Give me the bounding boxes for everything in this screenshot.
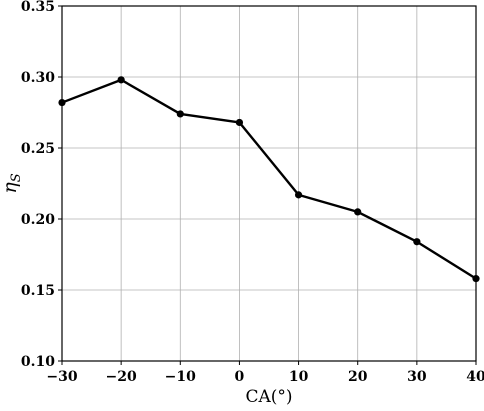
x-axis-ticks: −30 −20 −10 0 10 20 30 40 (46, 361, 484, 385)
x-tick-label: 0 (235, 369, 245, 385)
series-line (61, 78, 477, 280)
x-tick-label: −30 (46, 369, 77, 385)
plot-frame (61, 5, 477, 362)
y-tick-label: 0.30 (21, 70, 55, 86)
data-point (294, 191, 303, 199)
y-axis-label: ηS (0, 173, 24, 193)
data-point (117, 76, 125, 84)
y-tick-label: 0.15 (21, 283, 55, 299)
series-layer (58, 76, 480, 283)
y-tick-label: 0.35 (21, 0, 55, 15)
data-point (354, 208, 362, 216)
y-tick-label: 0.20 (21, 212, 55, 228)
y-tick-label: 0.10 (21, 354, 55, 370)
y-tick-label: 0.25 (21, 141, 55, 157)
grid (61, 5, 477, 362)
x-tick-label: −20 (106, 369, 137, 385)
x-tick-label: 10 (289, 369, 309, 385)
x-tick-label: 30 (407, 369, 427, 385)
data-point (413, 238, 421, 246)
x-tick-label: −10 (165, 369, 196, 385)
x-tick-label: 20 (348, 369, 368, 385)
y-axis-ticks: 0.10 0.15 0.20 0.25 0.30 0.35 (21, 0, 62, 370)
data-point (176, 110, 184, 118)
data-point (235, 118, 244, 127)
x-tick-label: 40 (466, 369, 484, 385)
x-axis-label: CA(°) (245, 387, 292, 407)
